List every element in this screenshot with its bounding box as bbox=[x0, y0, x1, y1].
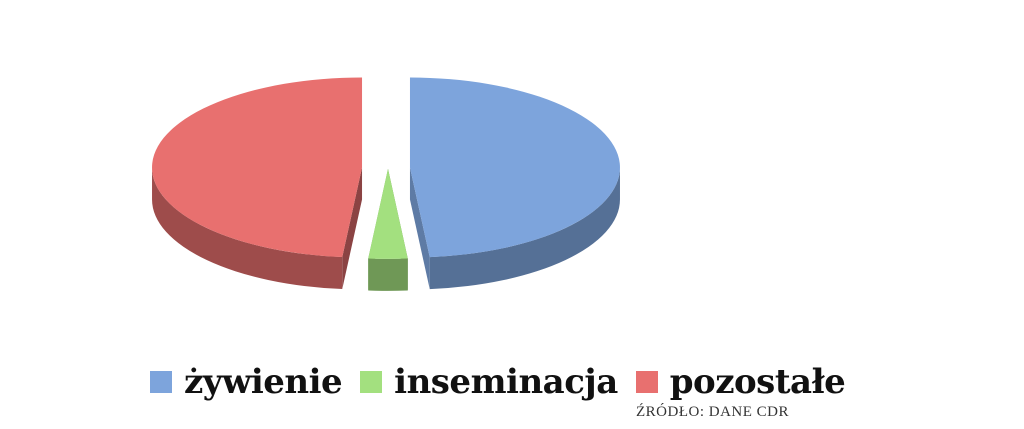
pie-slice-side-inseminacja bbox=[368, 258, 408, 291]
legend-swatch-pozostale bbox=[635, 371, 658, 393]
legend-label-pozostale: pozostałe bbox=[669, 362, 846, 402]
source-note: ŹRÓDŁO: DANE CDR bbox=[636, 404, 789, 420]
pie-slice-top-pozostale bbox=[152, 77, 363, 258]
pie-slice-top-zywienie bbox=[409, 77, 620, 258]
legend-swatch-zywienie bbox=[150, 371, 172, 393]
legend-item-inseminacja: inseminacja bbox=[360, 362, 618, 402]
pie-slice-side-pozostale bbox=[152, 167, 343, 290]
pie-slice-edge-pozostale-0 bbox=[342, 167, 363, 290]
legend-item-pozostale: pozostałe bbox=[635, 362, 846, 402]
legend: żywienie inseminacja pozostałe bbox=[150, 362, 863, 402]
legend-swatch-inseminacja bbox=[360, 371, 383, 393]
pie-slice-edge-zywienie-1 bbox=[409, 167, 430, 290]
pie-slice-side-zywienie bbox=[429, 167, 620, 290]
pie-slice-zywienie bbox=[409, 77, 620, 290]
pie-slice-inseminacja bbox=[368, 168, 408, 291]
legend-item-zywienie: żywienie bbox=[150, 362, 343, 402]
pie-slice-top-inseminacja bbox=[368, 168, 408, 259]
legend-label-zywienie: żywienie bbox=[184, 362, 343, 402]
legend-label-inseminacja: inseminacja bbox=[394, 362, 618, 402]
pie-slice-pozostale bbox=[152, 77, 363, 290]
